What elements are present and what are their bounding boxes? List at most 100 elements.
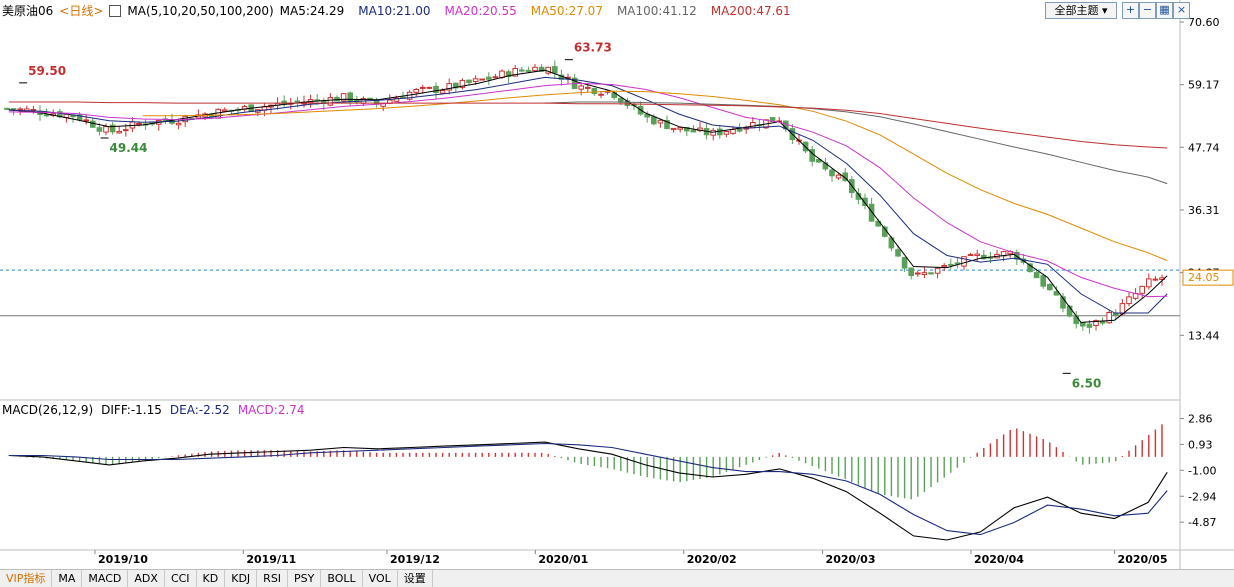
- tab-3[interactable]: ADX: [128, 570, 165, 587]
- candle-body: [868, 203, 875, 222]
- ma-line-ma20: [8, 82, 1168, 298]
- candle-body: [367, 97, 373, 100]
- candle-body: [1053, 291, 1060, 296]
- x-tick-label-2: 2019/12: [390, 553, 440, 566]
- candle-body: [690, 129, 697, 133]
- candle-body: [948, 263, 954, 266]
- candle-body: [439, 89, 446, 94]
- candle-body: [1086, 323, 1093, 328]
- candle-body: [585, 86, 591, 89]
- price-chart[interactable]: 70.6059.1747.7436.3124.8713.442.860.93-1…: [0, 0, 1234, 569]
- candle-body: [862, 197, 868, 207]
- candle-body: [684, 126, 690, 132]
- macd-y-tick-label-1: 0.93: [1188, 438, 1213, 451]
- macd-header: MACD(26,12,9) DIFF:-1.15 DEA:-2.52 MACD:…: [2, 403, 305, 417]
- macd-value: MACD:2.74: [237, 403, 305, 417]
- candle-body: [17, 108, 23, 111]
- candle-body: [1106, 311, 1113, 324]
- candle-body: [479, 78, 485, 81]
- x-tick-label-5: 2020/03: [826, 553, 876, 566]
- candle-body: [928, 272, 934, 275]
- candle-body: [591, 87, 598, 95]
- candle-body: [43, 114, 50, 117]
- candle-body: [974, 253, 981, 257]
- candle-body: [472, 78, 479, 83]
- candle-body: [1066, 305, 1073, 317]
- ma-value-3: MA50:27.07: [530, 3, 603, 18]
- tab-10[interactable]: VOL: [363, 570, 398, 587]
- grid-icon[interactable]: ▦: [1156, 2, 1173, 19]
- y-tick-label-0: 70.60: [1188, 16, 1220, 29]
- last-price-box: [1182, 269, 1234, 286]
- macd-histogram: [6, 424, 1163, 500]
- chart-header: 美原油06 <日线> MA(5,10,20,50,100,200) MA5:24…: [2, 2, 791, 19]
- ma-value-4: MA100:41.12: [616, 3, 697, 18]
- candle-body: [750, 122, 756, 129]
- ma-line-ma5: [8, 69, 1168, 323]
- candle-body: [552, 66, 558, 74]
- candle-body: [598, 93, 604, 96]
- ma-value-5: MA200:47.61: [710, 3, 791, 18]
- x-tick-label-1: 2019/11: [246, 553, 296, 566]
- candle-body: [519, 69, 525, 72]
- candle-body: [413, 89, 419, 93]
- candle-body: [1040, 275, 1047, 287]
- tab-5[interactable]: KD: [197, 570, 226, 587]
- x-tick-label-6: 2020/04: [974, 553, 1024, 566]
- candle-body: [426, 86, 433, 89]
- candle-body: [644, 113, 651, 118]
- ma-icon: [109, 4, 122, 17]
- ma-line-ma50: [142, 90, 1168, 262]
- candle-body: [981, 254, 987, 260]
- symbol-label[interactable]: 美原油06: [2, 4, 54, 18]
- ma-line-ma10: [8, 76, 1168, 314]
- y-tick-label-5: 13.44: [1188, 329, 1220, 342]
- macd-y-tick-label-4: -4.87: [1188, 516, 1216, 529]
- candle-body: [816, 159, 822, 163]
- candle-body: [499, 70, 505, 78]
- candle-body: [393, 97, 400, 102]
- candle-body: [512, 67, 519, 77]
- macd-y-tick-label-3: -2.94: [1188, 490, 1216, 503]
- last-price-label: 24.05: [1188, 271, 1220, 284]
- candle-body: [855, 192, 862, 200]
- candle-body: [83, 119, 90, 122]
- candle-body: [136, 122, 142, 125]
- candle-body: [710, 129, 717, 136]
- macd-dea: DEA:-2.52: [169, 403, 230, 417]
- candle-body: [123, 129, 129, 132]
- tab-8[interactable]: PSY: [288, 570, 322, 587]
- candle-body: [446, 83, 452, 91]
- x-tick-label-0: 2019/10: [98, 553, 148, 566]
- period-label[interactable]: <日线>: [59, 4, 104, 18]
- candle-body: [90, 120, 96, 128]
- tab-4[interactable]: CCI: [165, 570, 197, 587]
- tab-9[interactable]: BOLL: [321, 570, 363, 587]
- tab-1[interactable]: MA: [52, 570, 83, 587]
- candle-body: [340, 93, 347, 102]
- ma-title: MA(5,10,20,50,100,200): [127, 3, 274, 18]
- theme-dropdown[interactable]: 全部主题 ▾: [1045, 2, 1117, 19]
- ma-value-0: MA5:24.29: [279, 3, 345, 18]
- indicator-tabs: VIP指标 MA MACD ADX CCI KD KDJ RSI PSY BOLL VOL 设置: [0, 569, 1234, 587]
- tab-2[interactable]: MACD: [82, 570, 129, 587]
- ma-value-1: MA10:21.00: [358, 3, 431, 18]
- tab-11[interactable]: 设置: [398, 570, 433, 587]
- candle-body: [651, 116, 657, 125]
- minus-icon[interactable]: −: [1139, 2, 1156, 19]
- candle-body: [532, 66, 538, 72]
- candle-body: [433, 85, 439, 93]
- candle-body: [1033, 272, 1040, 279]
- tab-6[interactable]: KDJ: [225, 570, 258, 587]
- y-tick-label-2: 47.74: [1188, 141, 1220, 154]
- candle-body: [109, 124, 116, 133]
- close-icon[interactable]: ×: [1173, 2, 1190, 19]
- plus-icon[interactable]: +: [1122, 2, 1139, 19]
- candle-body: [941, 265, 948, 268]
- candle-body: [954, 262, 961, 265]
- tab-7[interactable]: RSI: [257, 570, 289, 587]
- annotation-label-0: 59.50: [28, 64, 66, 78]
- tab-0[interactable]: VIP指标: [0, 570, 53, 587]
- candle-body: [538, 66, 545, 72]
- candle-body: [347, 92, 353, 103]
